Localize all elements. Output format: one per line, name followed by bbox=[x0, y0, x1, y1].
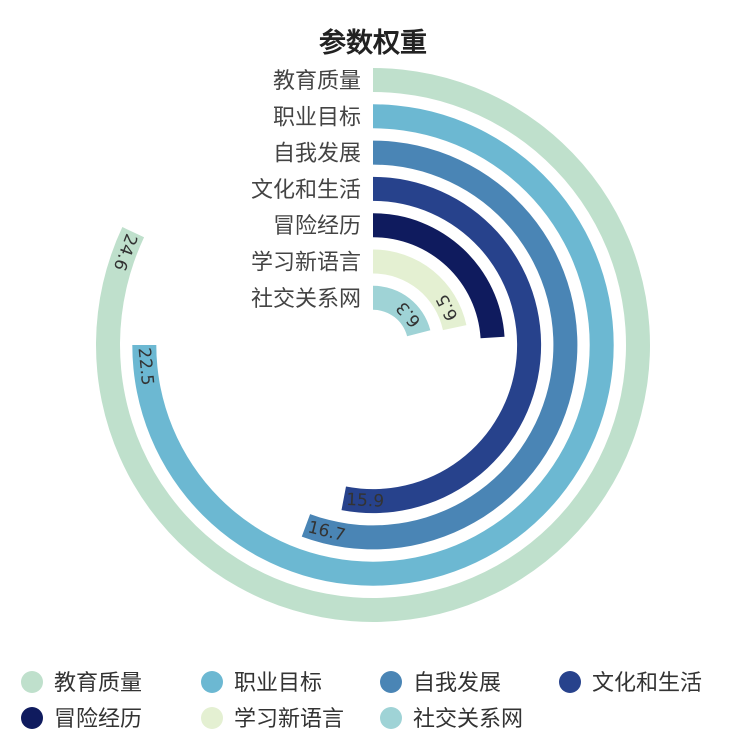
category-label: 文化和生活 bbox=[251, 178, 361, 203]
legend-label: 文化和生活 bbox=[592, 671, 702, 696]
legend-marker bbox=[380, 671, 402, 693]
bar-series-4[interactable] bbox=[341, 176, 542, 514]
value-label: 15.9 bbox=[346, 490, 385, 512]
legend-label: 职业目标 bbox=[234, 671, 322, 696]
bar-series-6[interactable] bbox=[373, 249, 467, 331]
legend-item[interactable]: 自我发展 bbox=[380, 671, 501, 696]
category-label: 自我发展 bbox=[273, 142, 361, 167]
legend-label: 社交关系网 bbox=[413, 707, 523, 732]
bar-series-2[interactable] bbox=[132, 104, 614, 586]
bar-series-7[interactable] bbox=[373, 285, 431, 337]
legend-marker bbox=[201, 707, 223, 729]
legend-item[interactable]: 文化和生活 bbox=[559, 671, 702, 696]
value-label: 16.7 bbox=[306, 517, 348, 546]
legend-label: 学习新语言 bbox=[234, 707, 344, 732]
category-label: 冒险经历 bbox=[273, 214, 361, 239]
category-label: 教育质量 bbox=[273, 69, 361, 94]
legend-label: 冒险经历 bbox=[54, 707, 142, 732]
category-label: 社交关系网 bbox=[251, 287, 361, 312]
legend-item[interactable]: 冒险经历 bbox=[21, 707, 142, 732]
legend-label: 自我发展 bbox=[413, 671, 501, 696]
legend-marker bbox=[559, 671, 581, 693]
legend-item[interactable]: 职业目标 bbox=[201, 671, 322, 696]
legend-item[interactable]: 社交关系网 bbox=[380, 707, 523, 732]
legend-marker bbox=[201, 671, 223, 693]
legend-marker bbox=[380, 707, 402, 729]
bar-series-5[interactable] bbox=[373, 213, 505, 339]
category-label: 职业目标 bbox=[273, 105, 361, 130]
chart-title: 参数权重 bbox=[319, 27, 427, 59]
category-label: 学习新语言 bbox=[251, 251, 361, 276]
legend-label: 教育质量 bbox=[54, 671, 142, 696]
legend-item[interactable]: 学习新语言 bbox=[201, 707, 344, 732]
value-label: 22.5 bbox=[134, 347, 157, 387]
legend-marker bbox=[21, 707, 43, 729]
legend-item[interactable]: 教育质量 bbox=[21, 671, 142, 696]
legend-marker bbox=[21, 671, 43, 693]
